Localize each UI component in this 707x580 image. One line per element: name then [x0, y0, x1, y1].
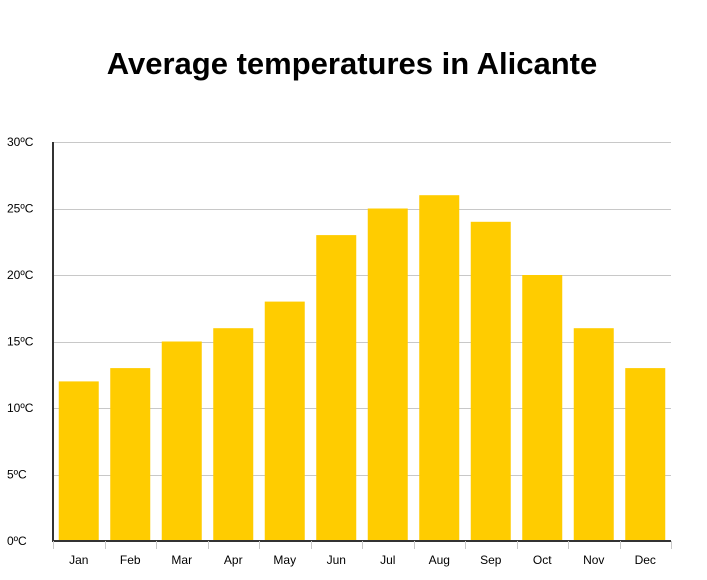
bar — [161, 341, 202, 541]
bar — [264, 301, 305, 541]
x-tick-labels: Jan Feb Mar Apr May Jun Jul Aug Sep Oct Nov Dec — [69, 553, 656, 567]
y-tick-label: 0ºC — [7, 534, 27, 548]
x-tick-label: Oct — [533, 553, 552, 567]
bars — [58, 195, 666, 542]
x-tick-label: Aug — [429, 553, 450, 567]
x-tick-label: Jul — [380, 553, 395, 567]
bar — [316, 235, 357, 541]
x-tick-label: Jan — [69, 553, 88, 567]
bar — [58, 381, 99, 541]
y-tick-label: 25ºC — [7, 202, 34, 216]
y-tick-label: 10ºC — [7, 401, 34, 415]
y-tick-labels: 0ºC 5ºC 10ºC 15ºC 20ºC 25ºC 30ºC — [7, 135, 34, 548]
y-tick-label: 5ºC — [7, 468, 27, 482]
bar — [213, 328, 254, 541]
x-tick-label: Feb — [120, 553, 141, 567]
bar — [573, 328, 614, 541]
bar — [367, 208, 408, 541]
x-tick-label: Jun — [327, 553, 346, 567]
bar — [625, 368, 666, 541]
x-tick-label: Nov — [583, 553, 604, 567]
bar — [470, 221, 511, 542]
x-tick-label: Sep — [480, 553, 502, 567]
x-tick-label: Dec — [635, 553, 656, 567]
x-tick-label: May — [273, 553, 296, 567]
x-tick-label: Mar — [171, 553, 192, 567]
y-tick-label: 15ºC — [7, 335, 34, 349]
bar — [110, 368, 151, 541]
bar — [419, 195, 460, 541]
bar — [522, 275, 563, 541]
y-tick-label: 20ºC — [7, 268, 34, 282]
y-tick-label: 30ºC — [7, 135, 34, 149]
chart-title: Average temperatures in Alicante — [106, 46, 598, 81]
axes — [52, 142, 672, 549]
x-tick-label: Apr — [224, 553, 243, 567]
gridlines — [53, 142, 671, 476]
